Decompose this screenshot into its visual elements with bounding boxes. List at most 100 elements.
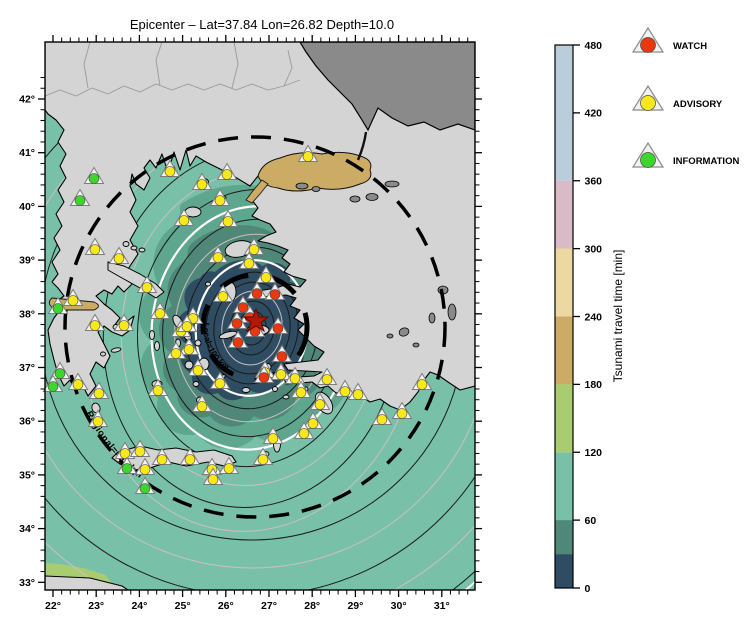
station-marker-advisory	[165, 341, 187, 359]
station-marker-watch	[267, 316, 289, 334]
x-axis-label: 25°	[175, 600, 191, 612]
colorbar-segment	[555, 316, 573, 385]
legend: WATCH ADVISORY INFORMATION	[631, 26, 739, 168]
alert-level-dot-icon	[221, 169, 233, 180]
alert-level-dot-icon	[54, 368, 66, 379]
x-axis-label: 26°	[218, 600, 234, 612]
station-marker-watch	[253, 365, 275, 383]
station-marker-watch	[227, 330, 249, 348]
alert-level-dot-icon	[181, 321, 193, 332]
station-marker-advisory	[191, 172, 213, 190]
x-axis-label: 30°	[391, 600, 407, 612]
station-marker-advisory	[216, 162, 238, 180]
alert-level-dot-icon	[276, 351, 288, 362]
alert-level-dot-icon	[118, 320, 130, 331]
alert-level-dot-icon	[72, 379, 84, 390]
colorbar-segment	[555, 554, 573, 588]
alert-level-dot-icon	[243, 258, 255, 269]
station-marker-advisory	[297, 144, 319, 162]
country-borders	[45, 42, 301, 97]
station-marker-advisory	[262, 426, 284, 444]
colorbar-label: Tsunami travel time [min]	[611, 250, 625, 383]
station-marker-watch	[271, 344, 293, 362]
station-marker-advisory	[108, 246, 130, 264]
alert-level-dot-icon	[222, 216, 234, 227]
alert-level-dot-icon	[314, 399, 326, 410]
alert-level-dot-icon	[396, 408, 408, 419]
station-marker-advisory	[218, 456, 240, 474]
alert-level-dot-icon	[214, 378, 226, 389]
station-marker-advisory	[252, 447, 274, 465]
station-marker-advisory	[309, 392, 331, 410]
station-marker-watch	[226, 311, 248, 329]
x-axis-label: 29°	[347, 600, 363, 612]
station-marker-advisory	[284, 366, 306, 384]
station-marker-watch	[244, 319, 266, 337]
alert-level-dot-icon	[260, 272, 272, 283]
y-axis-label: 35°	[19, 469, 35, 481]
station-marker-information	[49, 361, 71, 379]
alert-level-dot-icon	[67, 295, 79, 306]
alert-level-dot-icon	[251, 288, 263, 299]
station-marker-advisory	[302, 411, 324, 429]
alert-level-dot-icon	[207, 474, 219, 485]
alert-level-dot-icon	[152, 385, 164, 396]
station-marker-advisory	[67, 372, 89, 390]
alert-level-dot-icon	[93, 388, 105, 399]
bosphorus-strait	[356, 131, 368, 161]
alert-level-dot-icon	[307, 418, 319, 429]
alert-level-dot-icon	[232, 337, 244, 348]
station-marker-advisory	[134, 457, 156, 475]
x-axis-label: 27°	[261, 600, 277, 612]
colorbar-tick-label: 60	[585, 515, 597, 527]
epicenter-star	[242, 307, 270, 333]
station-marker-advisory	[209, 188, 231, 206]
colorbar-tick-label: 480	[585, 40, 603, 52]
alert-level-dot-icon	[269, 289, 281, 300]
station-marker-advisory	[179, 447, 201, 465]
station-marker-advisory	[147, 378, 169, 396]
alert-level-dot-icon	[376, 414, 388, 425]
station-marker-advisory	[209, 371, 231, 389]
colorbar-segment	[555, 45, 573, 181]
alert-level-dot-icon	[298, 428, 310, 439]
station-marker-advisory	[202, 467, 224, 485]
colorbar-tick-label: 120	[585, 447, 603, 459]
alert-level-dot-icon	[88, 173, 100, 184]
colorbar-segment	[555, 180, 573, 249]
alert-level-dot-icon	[183, 344, 195, 355]
colorbar-tick-label: 240	[585, 311, 603, 323]
station-marker-information	[47, 296, 69, 314]
y-axis-label: 34°	[19, 523, 35, 535]
alert-level-dot-icon	[192, 365, 204, 376]
alert-level-dot-icon	[302, 151, 314, 162]
y-axis-label: 38°	[19, 308, 35, 320]
colorbar-tick-label: 180	[585, 379, 603, 391]
station-marker-information	[42, 374, 64, 392]
station-marker-advisory	[290, 380, 312, 398]
legend-information-label: INFORMATION	[673, 156, 739, 167]
station-marker-advisory	[114, 441, 136, 459]
page-title: Epicenter – Lat=37.84 Lon=26.82 Depth=10…	[130, 17, 394, 32]
colorbar-tick-label: 0	[585, 583, 591, 595]
alert-level-dot-icon	[170, 348, 182, 359]
alert-level-dot-icon	[92, 416, 104, 427]
station-marker-advisory	[113, 313, 135, 331]
station-marker-watch	[246, 281, 268, 299]
station-marker-advisory	[84, 313, 106, 331]
sea-of-marmara	[257, 151, 372, 192]
alert-level-dot-icon	[89, 320, 101, 331]
station-marker-information	[116, 456, 138, 474]
alert-level-dot-icon	[248, 244, 260, 255]
alert-level-dot-icon	[134, 446, 146, 457]
station-marker-advisory	[187, 358, 209, 376]
station-marker-advisory	[136, 275, 158, 293]
alert-level-dot-icon	[231, 318, 243, 329]
station-marker-advisory	[411, 372, 433, 390]
station-marker-advisory	[243, 237, 265, 255]
legend-watch: WATCH	[631, 26, 707, 53]
station-marker-advisory	[191, 394, 213, 412]
legend-advisory: ADVISORY	[631, 84, 723, 111]
dashed-circle-local	[200, 272, 310, 382]
